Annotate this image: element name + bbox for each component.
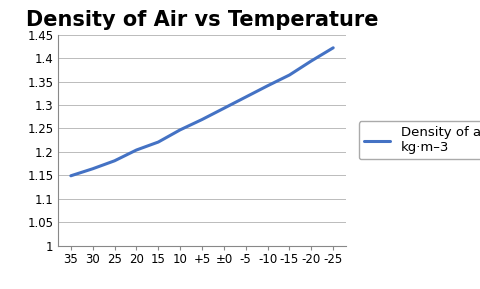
Density of air
kg·m–3: [68, 174, 73, 177]
Density of air
kg·m–3: [242, 95, 248, 99]
Density of air
kg·m–3: [330, 46, 336, 49]
Density of air
kg·m–3: [220, 107, 226, 110]
Title: Density of Air vs Temperature: Density of Air vs Temperature: [26, 10, 377, 30]
Legend: Density of air
kg·m–3: Density of air kg·m–3: [358, 121, 480, 160]
Density of air
kg·m–3: [264, 84, 270, 88]
Density of air
kg·m–3: [308, 59, 313, 63]
Line: Density of air
kg·m–3: Density of air kg·m–3: [71, 48, 333, 176]
Density of air
kg·m–3: [111, 159, 117, 162]
Density of air
kg·m–3: [90, 167, 96, 171]
Density of air
kg·m–3: [286, 73, 292, 77]
Density of air
kg·m–3: [133, 148, 139, 152]
Density of air
kg·m–3: [177, 128, 183, 131]
Density of air
kg·m–3: [199, 118, 204, 121]
Density of air
kg·m–3: [155, 140, 161, 144]
